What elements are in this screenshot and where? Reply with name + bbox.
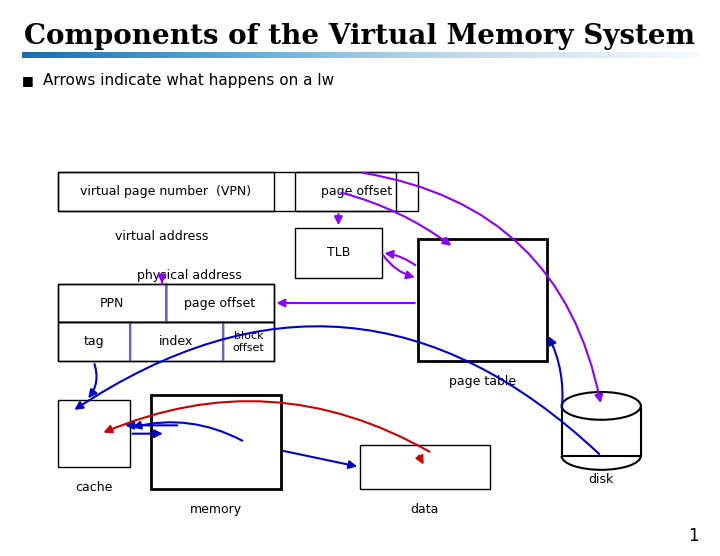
FancyBboxPatch shape — [166, 284, 274, 322]
Text: page offset: page offset — [321, 185, 392, 198]
Text: index: index — [159, 335, 194, 349]
Text: Arrows indicate what happens on a lw: Arrows indicate what happens on a lw — [43, 73, 334, 88]
Text: virtual page number  (VPN): virtual page number (VPN) — [80, 185, 251, 198]
Ellipse shape — [562, 392, 641, 420]
Text: 1: 1 — [688, 527, 698, 545]
Text: disk: disk — [588, 473, 614, 485]
Text: cache: cache — [75, 481, 112, 494]
Text: virtual address: virtual address — [115, 230, 209, 243]
FancyBboxPatch shape — [562, 406, 641, 456]
FancyBboxPatch shape — [295, 228, 382, 278]
Text: Components of the Virtual Memory System: Components of the Virtual Memory System — [24, 23, 696, 49]
Text: physical address: physical address — [137, 269, 241, 282]
FancyBboxPatch shape — [223, 322, 274, 361]
Text: page table: page table — [449, 375, 516, 388]
FancyBboxPatch shape — [295, 172, 418, 211]
Text: PPN: PPN — [99, 296, 124, 310]
FancyBboxPatch shape — [418, 239, 547, 361]
Text: memory: memory — [190, 503, 242, 516]
Text: block
offset: block offset — [233, 331, 264, 353]
FancyBboxPatch shape — [360, 445, 490, 489]
FancyBboxPatch shape — [130, 322, 223, 361]
FancyBboxPatch shape — [58, 322, 130, 361]
Text: TLB: TLB — [327, 246, 350, 260]
Text: ■: ■ — [22, 74, 33, 87]
FancyBboxPatch shape — [58, 400, 130, 467]
Text: page offset: page offset — [184, 296, 255, 310]
Text: data: data — [410, 503, 439, 516]
Text: tag: tag — [84, 335, 104, 349]
FancyBboxPatch shape — [58, 284, 166, 322]
FancyBboxPatch shape — [151, 395, 281, 489]
FancyBboxPatch shape — [58, 172, 274, 211]
